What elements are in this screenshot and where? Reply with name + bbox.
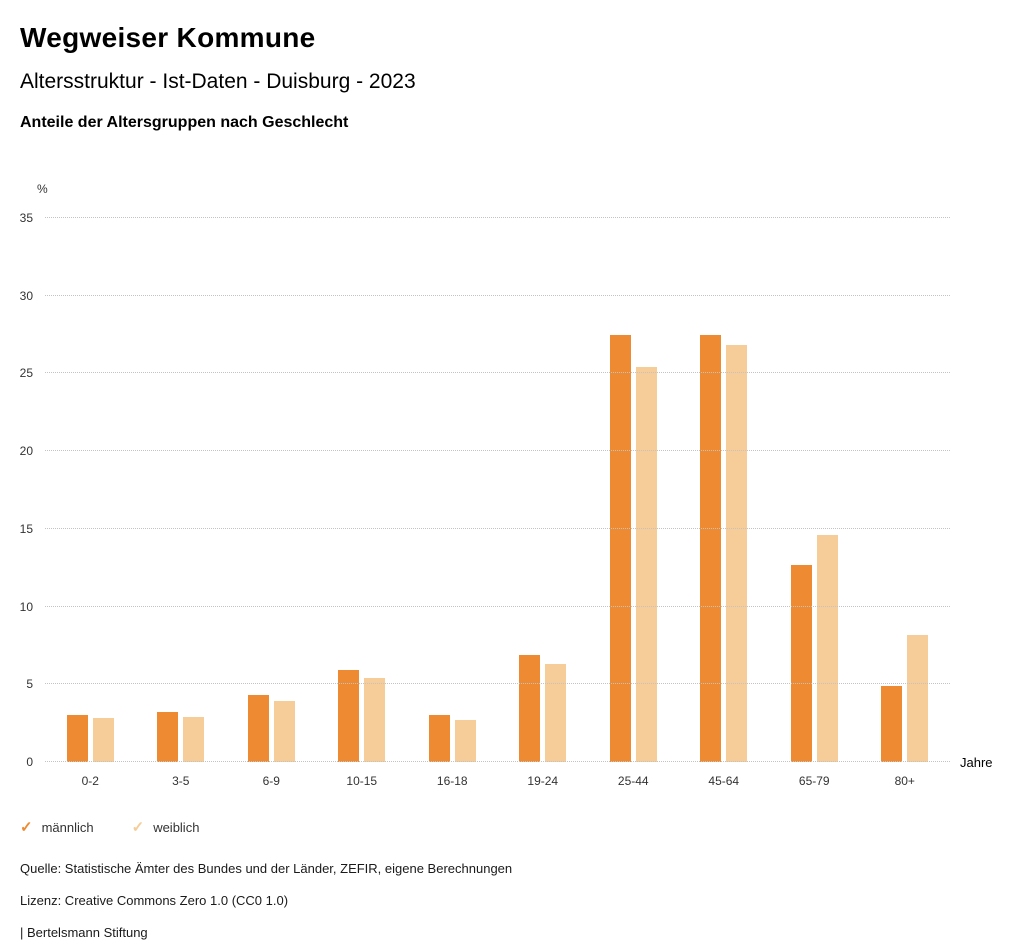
- bar-group-0-2: [45, 218, 136, 762]
- bar-weiblich-65-79[interactable]: [816, 535, 838, 762]
- bar-weiblich-19-24[interactable]: [545, 664, 567, 762]
- bar-weiblich-80+[interactable]: [907, 634, 929, 762]
- y-tick-label-10: 10: [19, 599, 33, 614]
- page-header: Wegweiser Kommune Altersstruktur - Ist-D…: [20, 22, 1004, 132]
- bar-group-65-79: [769, 218, 860, 762]
- bar-group-25-44: [588, 218, 679, 762]
- y-tick-label-35: 35: [19, 211, 33, 225]
- chart-subtitle: Altersstruktur - Ist-Daten - Duisburg - …: [20, 70, 416, 93]
- gridline-y-35: [45, 217, 950, 218]
- bar-group-3-5: [136, 218, 227, 762]
- bar-weiblich-3-5[interactable]: [183, 716, 205, 762]
- y-tick-label-25: 25: [19, 366, 33, 381]
- bar-männlich-25-44[interactable]: [609, 334, 631, 762]
- checkmark-icon: ✓: [20, 819, 33, 836]
- legend-item-männlich[interactable]: ✓ männlich: [20, 820, 94, 835]
- bar-männlich-80+[interactable]: [881, 685, 903, 762]
- x-tick-label-6-9: 6-9: [262, 774, 280, 788]
- bar-männlich-16-18[interactable]: [428, 715, 450, 762]
- bar-männlich-45-64[interactable]: [700, 334, 722, 762]
- bar-weiblich-6-9[interactable]: [273, 701, 295, 762]
- legend-label: weiblich: [153, 820, 200, 835]
- plot-area: Jahre 0 5 10 15 20 25 30 35: [20, 212, 993, 769]
- y-axis-unit-label: %: [37, 182, 48, 196]
- x-tick-label-65-79: 65-79: [798, 774, 830, 788]
- bar-group-10-15: [317, 218, 408, 762]
- x-axis-label: Jahre: [960, 755, 993, 770]
- license-note: Lizenz: Creative Commons Zero 1.0 (CC0 1…: [20, 893, 289, 908]
- x-axis-tick-labels: 0-2 3-5 6-9 10-15 16-18 19-24 25-44 45-64 65-79 8…: [45, 774, 950, 788]
- x-tick-label-80+: 80+: [894, 774, 915, 788]
- page-footer: Quelle: Statistische Ämter des Bundes un…: [20, 861, 1004, 940]
- bar-weiblich-45-64[interactable]: [726, 345, 748, 762]
- gridline-y-10: [45, 605, 950, 607]
- legend: ✓ männlich ✓ weiblich: [20, 820, 1004, 835]
- bar-männlich-0-2[interactable]: [66, 715, 88, 762]
- y-tick-label-30: 30: [19, 288, 33, 303]
- bar-männlich-19-24[interactable]: [519, 654, 541, 762]
- x-tick-label-25-44: 25-44: [617, 774, 649, 788]
- bar-group-80+: [860, 218, 951, 762]
- x-tick-label-3-5: 3-5: [172, 774, 190, 788]
- bar-weiblich-16-18[interactable]: [454, 720, 476, 762]
- bar-männlich-65-79[interactable]: [790, 564, 812, 762]
- x-tick-label-16-18: 16-18: [436, 774, 468, 788]
- gridline-y-15: [45, 527, 950, 529]
- gridline-y-30: [45, 294, 950, 296]
- gridline-y-25: [45, 372, 950, 374]
- bar-weiblich-0-2[interactable]: [92, 718, 114, 762]
- bar-weiblich-10-15[interactable]: [364, 678, 386, 762]
- bar-group-19-24: [498, 218, 589, 762]
- x-tick-label-10-15: 10-15: [346, 774, 378, 788]
- attribution: | Bertelsmann Stiftung: [20, 925, 148, 940]
- bar-group-16-18: [407, 218, 498, 762]
- age-structure-chart: % Jahre 0 5 10 15 20 25 30 35 0-2 3-5 6-9 10-15 16-…: [20, 182, 993, 788]
- x-tick-label-19-24: 19-24: [527, 774, 559, 788]
- bar-weiblich-25-44[interactable]: [635, 367, 657, 762]
- checkmark-icon: ✓: [131, 819, 145, 836]
- gridline-y-20: [45, 450, 950, 452]
- x-tick-label-0-2: 0-2: [81, 774, 99, 788]
- legend-item-weiblich[interactable]: ✓ weiblich: [132, 820, 200, 835]
- bar-group-45-64: [679, 218, 770, 762]
- legend-label: männlich: [41, 820, 94, 835]
- page-title: Wegweiser Kommune: [20, 22, 316, 53]
- gridline-y-0: [45, 761, 950, 762]
- bar-series-container: [45, 218, 950, 762]
- chart-heading: Anteile der Altersgruppen nach Geschlech…: [20, 114, 349, 131]
- bar-männlich-10-15[interactable]: [338, 670, 360, 762]
- bar-männlich-3-5[interactable]: [157, 712, 179, 762]
- y-tick-label-20: 20: [19, 444, 33, 459]
- bar-group-6-9: [226, 218, 317, 762]
- x-tick-label-45-64: 45-64: [708, 774, 740, 788]
- gridline-y-5: [45, 683, 950, 685]
- source-note: Quelle: Statistische Ämter des Bundes un…: [20, 861, 513, 876]
- y-tick-label-5: 5: [26, 677, 33, 692]
- y-tick-label-0: 0: [26, 755, 33, 769]
- bar-männlich-6-9[interactable]: [247, 695, 269, 762]
- y-tick-label-15: 15: [19, 521, 33, 536]
